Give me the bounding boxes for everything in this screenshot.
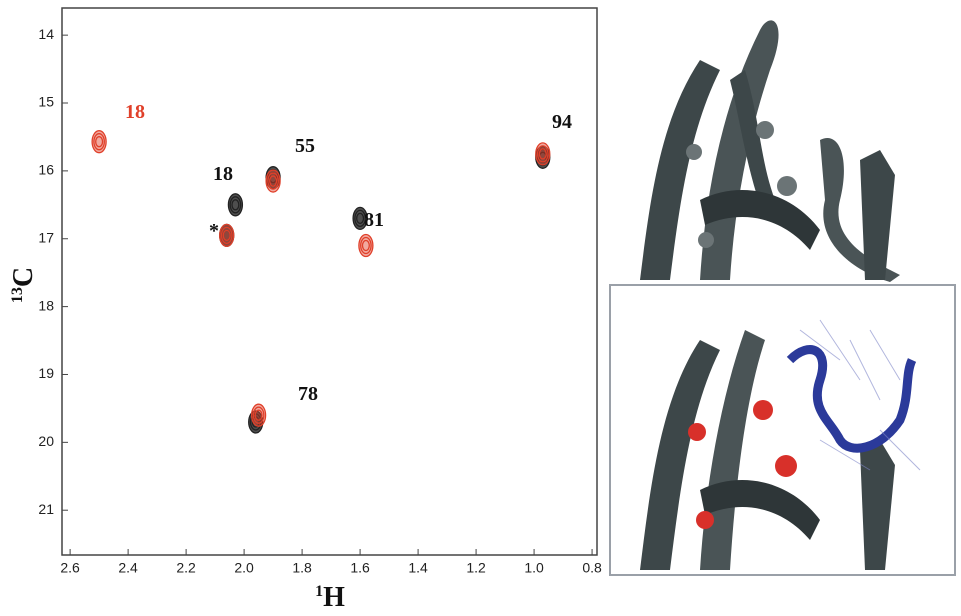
y-tick-label: 20 (38, 433, 54, 449)
peak (228, 194, 242, 216)
y-tick-label: 18 (38, 297, 54, 313)
x-tick-label: 2.6 (60, 560, 80, 576)
y-tick-label: 14 (38, 26, 54, 42)
peak (359, 235, 373, 257)
y-axis-label: 13C (8, 267, 39, 303)
peak (252, 404, 266, 426)
figure: 1H 13C 2.6 2.4 2.2 2.0 1.8 1.6 1.4 1.2 1.0 0.8 14 1… (0, 0, 961, 616)
peak-label: 78 (298, 383, 318, 405)
x-tick-label: 1.6 (350, 560, 370, 576)
x-tick-label: 2.0 (234, 560, 254, 576)
peak-label: 94 (552, 111, 572, 133)
y-tick-label: 19 (38, 365, 54, 381)
x-axis-label: 1H (315, 582, 345, 613)
x-tick-label: 0.8 (582, 560, 602, 576)
y-tick-label: 17 (38, 229, 54, 245)
plot-frame (62, 8, 597, 555)
y-label-main: C (8, 267, 39, 287)
structure-top (603, 0, 958, 282)
peak-label: 55 (295, 135, 315, 157)
structure-bottom (610, 285, 955, 575)
peak (220, 224, 234, 246)
peak-label: 18 (213, 163, 233, 185)
peak (92, 131, 106, 153)
x-tick-label: 1.2 (466, 560, 486, 576)
peak-label: 18 (125, 101, 145, 123)
y-label-sup: 13 (9, 287, 26, 303)
x-tick-label: 1.8 (292, 560, 312, 576)
peak (536, 143, 550, 165)
y-tick-label: 21 (38, 501, 54, 517)
x-tick-label: 2.4 (118, 560, 138, 576)
peak-label: * (209, 220, 219, 242)
peak (266, 170, 280, 192)
x-label-sup: 1 (315, 583, 323, 600)
x-tick-label: 1.0 (524, 560, 544, 576)
x-label-main: H (323, 582, 345, 613)
y-tick-label: 16 (38, 162, 54, 178)
peak-label: 81 (364, 209, 384, 231)
x-tick-label: 1.4 (408, 560, 428, 576)
x-tick-label: 2.2 (176, 560, 196, 576)
y-tick-label: 15 (38, 94, 54, 110)
